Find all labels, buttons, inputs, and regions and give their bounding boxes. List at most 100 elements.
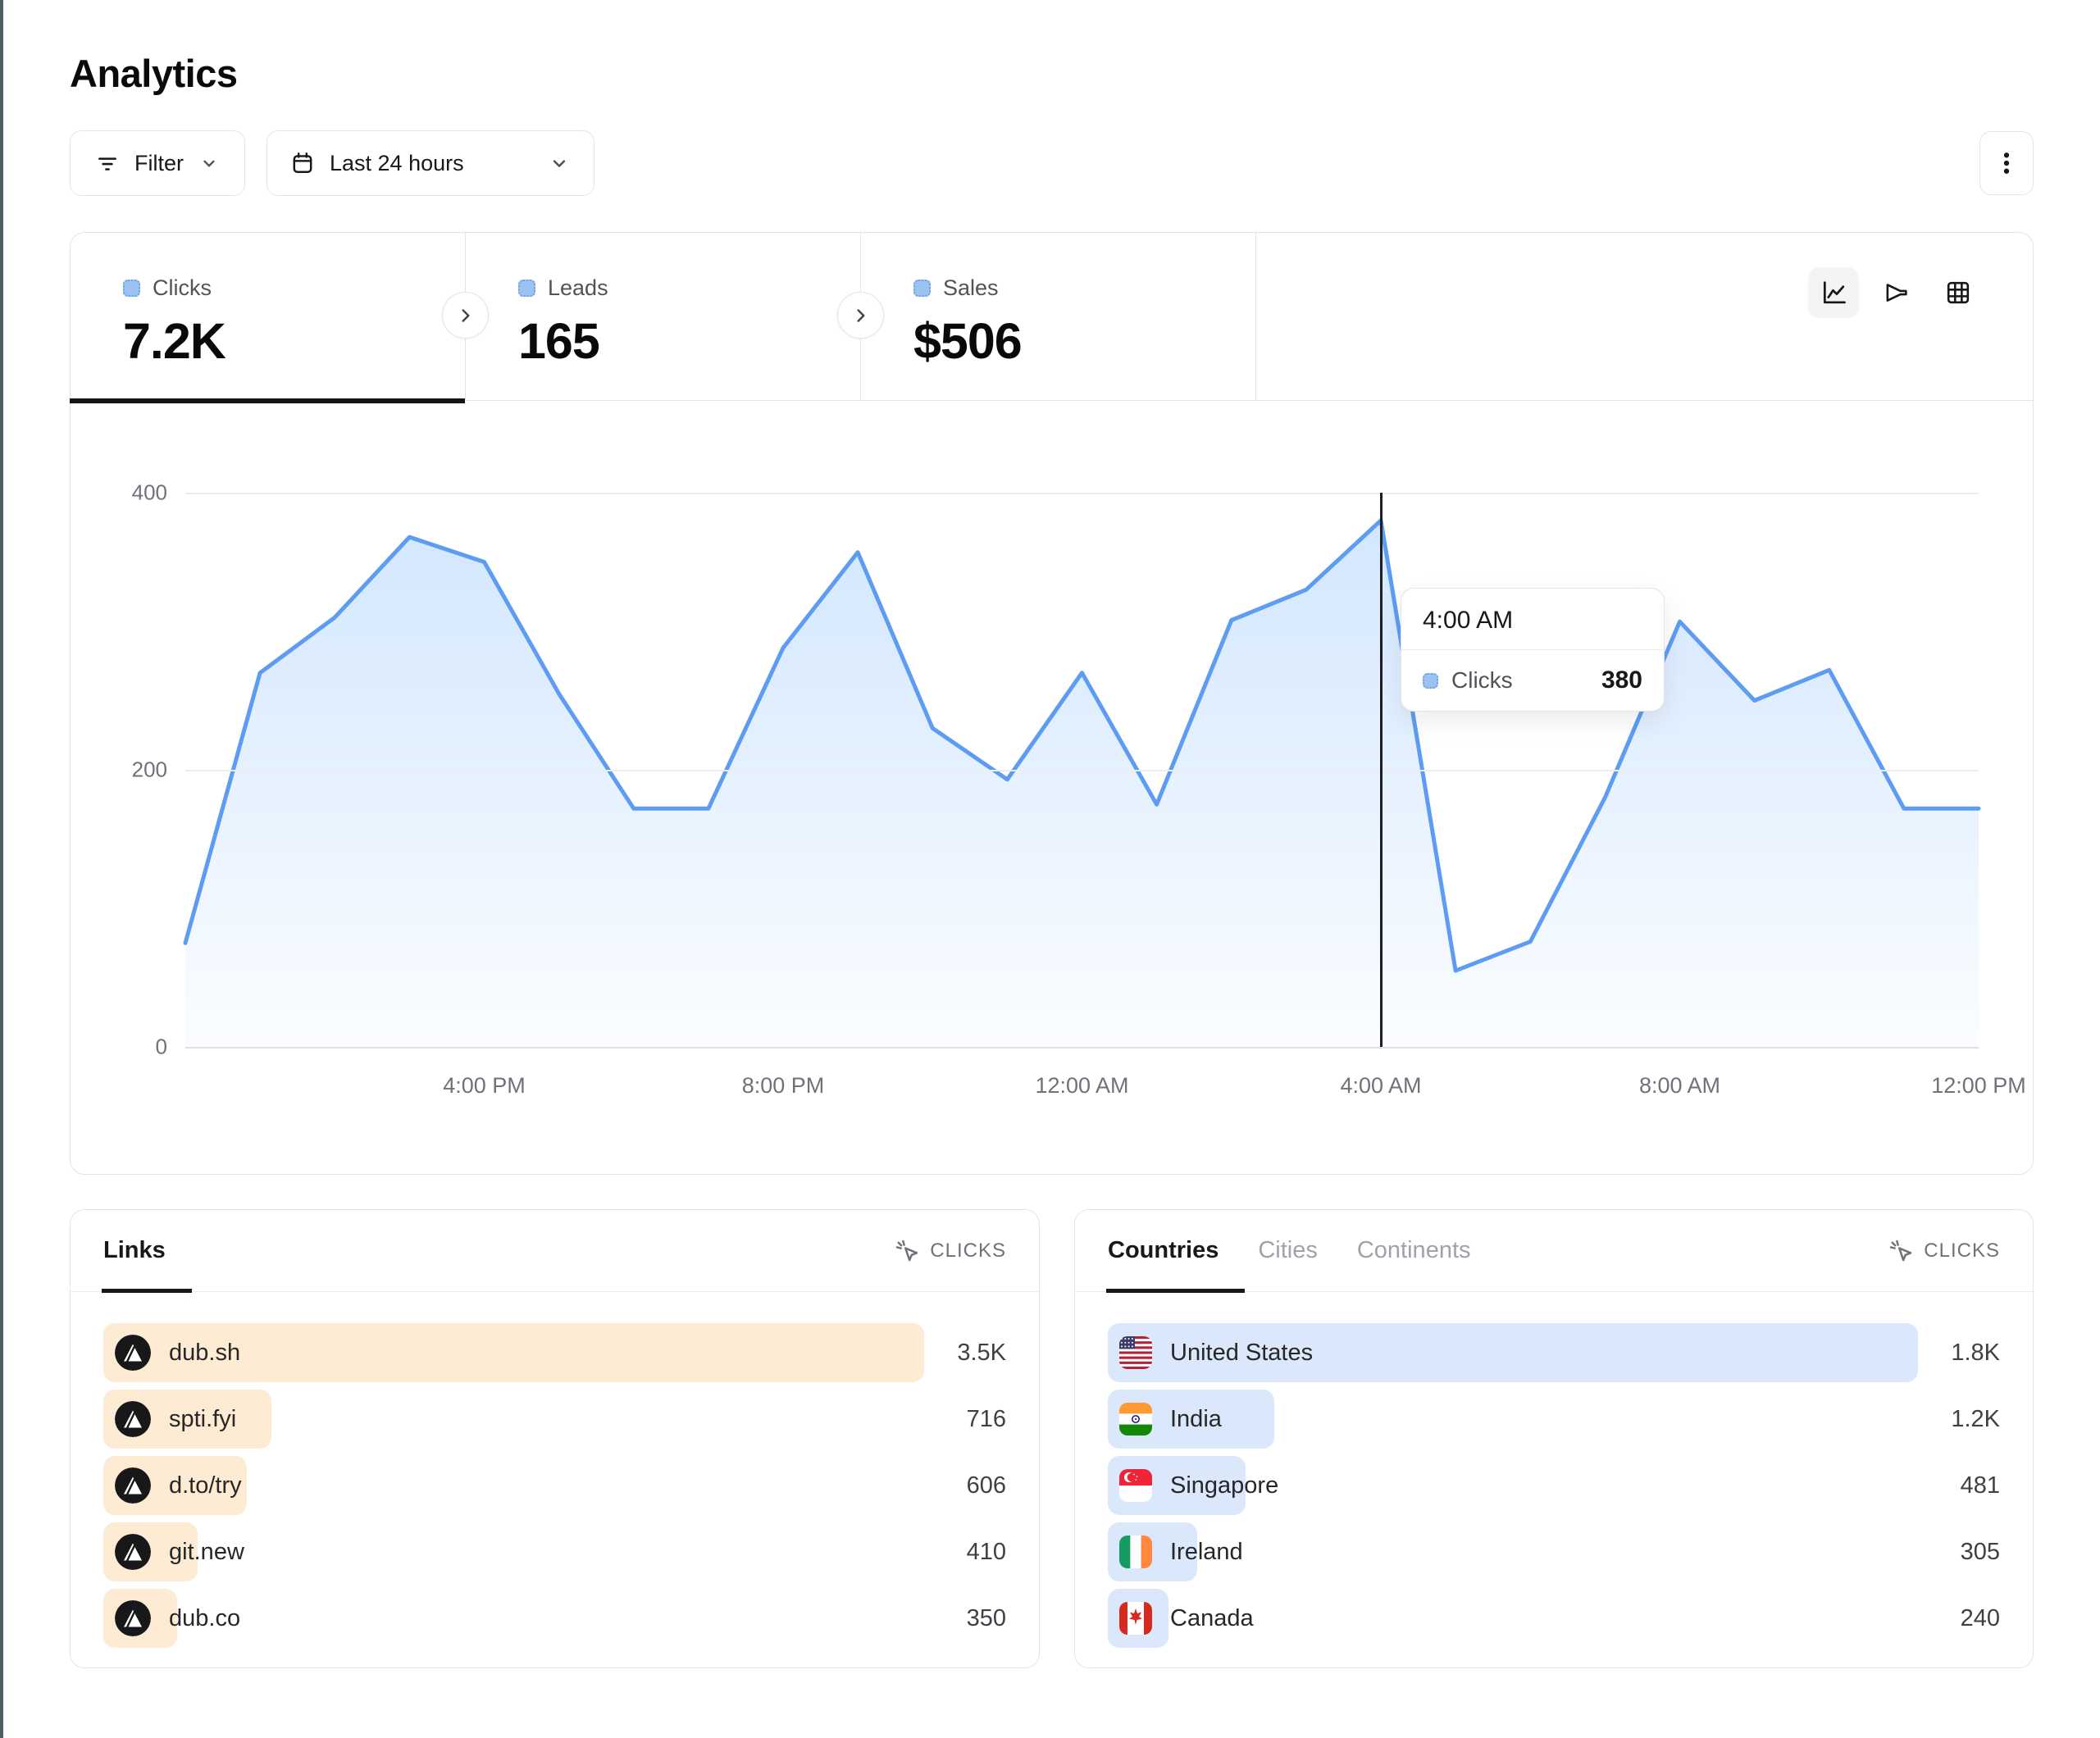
cursor-click-icon	[894, 1238, 920, 1264]
stat-expand-button[interactable]	[837, 292, 884, 339]
stat-tab-clicks[interactable]: Clicks 7.2K	[70, 233, 489, 403]
row-content: git.new	[115, 1522, 244, 1581]
country-label: India	[1170, 1405, 1222, 1432]
countries-metric-selector[interactable]: CLICKS	[1888, 1238, 2000, 1264]
x-axis-label: 8:00 PM	[741, 1073, 825, 1098]
clicks-legend-swatch	[123, 280, 140, 297]
country-row[interactable]: United States 1.8K	[1108, 1323, 2000, 1382]
date-range-label: Last 24 hours	[330, 150, 464, 175]
dub-logo-icon	[115, 1534, 151, 1570]
link-row[interactable]: spti.fyi 716	[103, 1390, 1006, 1449]
country-label: Singapore	[1170, 1472, 1279, 1499]
tooltip-time: 4:00 AM	[1401, 589, 1664, 650]
table-view-button[interactable]	[1933, 267, 1984, 318]
link-value: 410	[966, 1538, 1006, 1565]
line-chart-view-button[interactable]	[1808, 267, 1859, 318]
clicks-time-series-chart[interactable]: 4:00 AM Clicks 380 0 200 400 4:00 PM 8:00 PM…	[71, 401, 2033, 1172]
country-value: 481	[1960, 1472, 2000, 1499]
countries-panel-header: Countries Cities Continents CLICKS	[1075, 1210, 2033, 1293]
y-axis-label: 200	[131, 757, 167, 782]
row-content: dub.sh	[115, 1323, 240, 1382]
breakdown-panels: Links CLICKS dub.sh 3.5K spti.fyi 716 d.to/t…	[70, 1209, 2034, 1668]
bar-area	[1108, 1323, 1918, 1382]
dub-logo-icon	[115, 1600, 151, 1636]
country-label: United States	[1170, 1339, 1314, 1366]
sales-legend-swatch	[913, 280, 931, 297]
stat-label: Leads	[548, 275, 608, 300]
country-row[interactable]: Canada 240	[1108, 1589, 2000, 1648]
link-label: spti.fyi	[169, 1405, 237, 1432]
chart-tooltip: 4:00 AM Clicks 380	[1401, 588, 1665, 712]
x-axis-label: 12:00 AM	[1035, 1073, 1129, 1098]
calendar-icon	[290, 151, 315, 175]
sg-flag-icon	[1119, 1469, 1152, 1502]
filter-button-label: Filter	[134, 150, 184, 175]
stat-label: Clicks	[153, 275, 212, 300]
filter-button[interactable]: Filter	[70, 130, 245, 196]
y-axis-label: 0	[155, 1034, 167, 1059]
countries-metric-label: CLICKS	[1924, 1239, 2000, 1262]
cursor-click-icon	[1888, 1238, 1914, 1264]
link-value: 350	[966, 1604, 1006, 1631]
link-row[interactable]: d.to/try 606	[103, 1456, 1006, 1515]
country-row[interactable]: Ireland 305	[1108, 1522, 2000, 1581]
link-row[interactable]: dub.co 350	[103, 1589, 1006, 1648]
funnel-view-button[interactable]	[1870, 267, 1921, 318]
link-value: 606	[966, 1472, 1006, 1499]
in-flag-icon	[1119, 1403, 1152, 1435]
dub-logo-icon	[115, 1467, 151, 1504]
link-row[interactable]: dub.sh 3.5K	[103, 1323, 1006, 1382]
link-label: d.to/try	[169, 1472, 242, 1499]
country-row[interactable]: India 1.2K	[1108, 1390, 2000, 1449]
stat-tab-leads[interactable]: Leads 165	[466, 233, 884, 400]
toolbar: Filter Last 24 hours	[70, 130, 2034, 196]
bar-area	[1108, 1390, 1918, 1449]
country-value: 1.2K	[1951, 1405, 2000, 1432]
chart-view-switcher	[1808, 267, 1984, 318]
row-content: Ireland	[1119, 1522, 1243, 1581]
links-metric-selector[interactable]: CLICKS	[894, 1238, 1006, 1264]
clicks-area-fill	[185, 520, 1979, 1047]
date-range-button[interactable]: Last 24 hours	[266, 130, 594, 196]
link-bar	[103, 1323, 924, 1382]
country-value: 305	[1960, 1538, 2000, 1565]
row-content: d.to/try	[115, 1456, 242, 1515]
stat-value: 165	[518, 313, 600, 369]
link-value: 3.5K	[957, 1339, 1006, 1366]
row-content: dub.co	[115, 1589, 240, 1648]
row-content: India	[1119, 1390, 1222, 1449]
country-value: 1.8K	[1951, 1339, 2000, 1366]
tab-cities[interactable]: Cities	[1258, 1237, 1318, 1263]
chevron-down-icon	[548, 152, 571, 175]
bar-area	[103, 1323, 924, 1382]
links-rows: dub.sh 3.5K spti.fyi 716 d.to/try 606 git.new 4…	[71, 1292, 1039, 1648]
gridline-y-0	[185, 1047, 1979, 1049]
y-axis-label: 400	[131, 480, 167, 505]
window-left-edge	[0, 0, 3, 1738]
analytics-card: Clicks 7.2K Leads 165	[70, 232, 2034, 1175]
link-label: git.new	[169, 1538, 244, 1565]
chevron-down-icon	[198, 152, 220, 174]
countries-rows: United States 1.8K India 1.2K Singapore 481 Ir…	[1075, 1292, 2033, 1648]
link-value: 716	[966, 1405, 1006, 1432]
stat-value: 7.2K	[123, 313, 226, 369]
stats-filler	[1256, 233, 2033, 400]
leads-legend-swatch	[518, 280, 535, 297]
x-axis-label: 4:00 AM	[1340, 1073, 1422, 1098]
tab-countries[interactable]: Countries	[1105, 1210, 1246, 1293]
more-options-button[interactable]	[1979, 131, 2034, 195]
row-content: Canada	[1119, 1589, 1254, 1648]
us-flag-icon	[1119, 1336, 1152, 1369]
tooltip-value: 380	[1601, 667, 1642, 694]
stat-value: $506	[913, 313, 1023, 369]
ca-flag-icon	[1119, 1602, 1152, 1635]
link-row[interactable]: git.new 410	[103, 1522, 1006, 1581]
stat-tab-sales[interactable]: Sales $506	[861, 233, 1256, 400]
stat-expand-button[interactable]	[442, 292, 489, 339]
tab-links[interactable]: Links	[102, 1210, 192, 1293]
analytics-page: Analytics Filter	[70, 0, 2034, 1668]
tab-continents[interactable]: Continents	[1356, 1237, 1471, 1263]
country-row[interactable]: Singapore 481	[1108, 1456, 2000, 1515]
country-value: 240	[1960, 1604, 2000, 1631]
country-bar	[1108, 1323, 1918, 1382]
